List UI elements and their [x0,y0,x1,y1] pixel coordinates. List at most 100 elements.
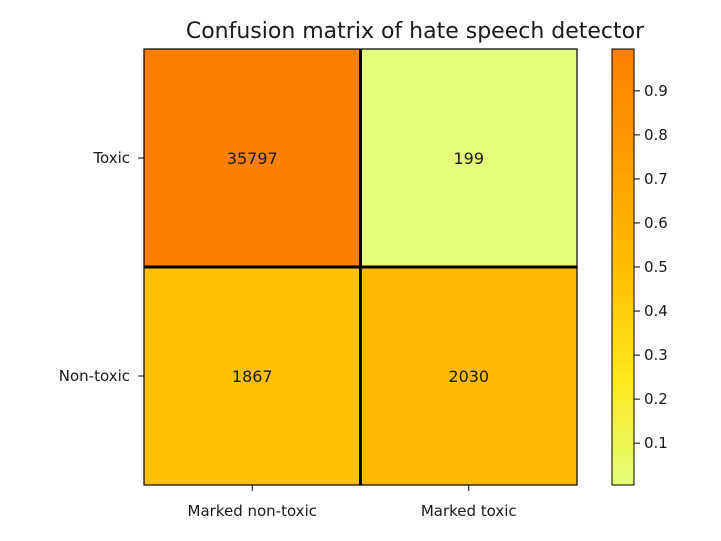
colorbar-segment [612,260,634,264]
colorbar-segment [612,83,634,87]
colorbar-segment [612,280,634,283]
colorbar-segment [612,362,634,366]
y-tick-label: Toxic [92,149,130,167]
x-axis-ticks: Marked non-toxic Marked toxic [188,485,517,520]
colorbar-tick-label: 0.7 [644,170,668,188]
colorbar-segment [612,243,634,246]
colorbar-segment [612,55,634,59]
colorbar-segment [612,454,634,458]
colorbar-tick-label: 0.8 [644,126,668,144]
colorbar-segment [612,463,634,466]
colorbar-segment [612,319,634,323]
colorbar-segment [612,365,634,368]
colorbar-segment [612,116,634,120]
colorbar-segment [612,72,634,76]
colorbar-segment [612,469,634,473]
colorbar-segment [612,458,634,462]
colorbar-segment [612,461,634,464]
colorbar-segment [612,138,634,142]
colorbar-segment [612,445,634,449]
colorbar-segment [612,136,634,139]
colorbar-segment [612,199,634,203]
cell-value-label: 2030 [448,367,489,386]
colorbar-segment [612,275,634,279]
colorbar-segment [612,410,634,414]
colorbar-segment [612,103,634,107]
colorbar-segment [612,77,634,81]
colorbar-segment [612,413,634,416]
colorbar-segment [612,360,634,364]
colorbar-segment [612,88,634,92]
colorbar-segment [612,430,634,434]
colorbar-segment [612,162,634,166]
colorbar-segment [612,273,634,277]
colorbar-segment [612,304,634,307]
colorbar-segment [612,208,634,211]
colorbar-segment [612,295,634,299]
colorbar-segment [612,369,634,373]
colorbar-segment [612,221,634,224]
colorbar-segment [612,201,634,205]
colorbar-segment [612,179,634,183]
colorbar-segment [612,151,634,155]
colorbar-segment [612,393,634,397]
colorbar-segment [612,332,634,336]
colorbar-segment [612,223,634,227]
colorbar-segment [612,426,634,429]
colorbar-segment [612,415,634,419]
colorbar-segment [612,101,634,105]
colorbar-segment [612,467,634,471]
colorbar-segment [612,299,634,303]
colorbar-segment [612,66,634,70]
colorbar-segment [612,184,634,187]
colorbar-segment [612,478,634,482]
cell-value-label: 35797 [227,149,278,168]
cell-value-label: 1867 [232,367,273,386]
colorbar-segment [612,267,634,270]
colorbar-segment [612,64,634,68]
colorbar-segment [612,317,634,320]
colorbar-segment [612,173,634,177]
heatmap-cell [360,49,577,267]
colorbar: 0.1 0.2 0.3 0.4 0.5 0.6 0.7 0.8 0.9 [611,48,668,486]
colorbar-segment [612,149,634,153]
colorbar-segment [612,480,634,484]
colorbar-tick-label: 0.5 [644,258,668,276]
chart-title: Confusion matrix of hate speech detector [186,19,645,44]
colorbar-segment [612,247,634,251]
colorbar-segment [612,214,634,218]
colorbar-segment [612,86,634,89]
colorbar-segment [612,210,634,214]
colorbar-segment [612,437,634,440]
colorbar-segment [612,358,634,362]
colorbar-segment [612,290,634,294]
colorbar-segment [612,177,634,181]
colorbar-segment [612,195,634,198]
colorbar-segment [612,127,634,131]
colorbar-segment [612,120,634,124]
colorbar-segment [612,325,634,329]
colorbar-segment [612,423,634,427]
colorbar-segment [612,434,634,438]
colorbar-segment [612,391,634,395]
colorbar-segment [612,245,634,248]
colorbar-segment [612,164,634,168]
colorbar-segment [612,341,634,344]
colorbar-segment [612,323,634,327]
colorbar-segment [612,134,634,137]
colorbar-segment [612,253,634,257]
colorbar-segment [612,336,634,340]
colorbar-segment [612,140,634,144]
colorbar-segment [612,192,634,196]
colorbar-segment [612,338,634,342]
colorbar-segment [612,79,634,83]
colorbar-segment [612,347,634,351]
colorbar-segment [612,343,634,347]
colorbar-segment [612,197,634,201]
colorbar-segment [612,225,634,229]
colorbar-segment [612,99,634,102]
colorbar-segment [612,227,634,231]
colorbar-segment [612,110,634,113]
colorbar-segment [612,314,634,318]
colorbar-segment [612,482,634,486]
